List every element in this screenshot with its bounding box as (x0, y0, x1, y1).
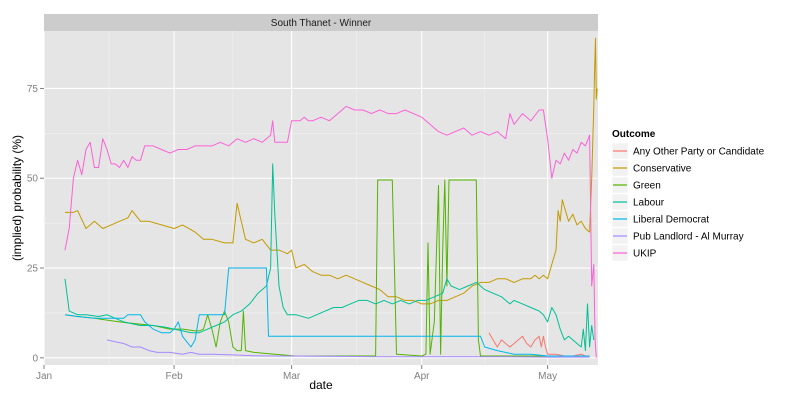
y-tick-label: 0 (32, 353, 38, 364)
x-tick-label: Jan (36, 371, 52, 382)
facet-strip (44, 14, 598, 31)
series-line-conservative (65, 37, 598, 305)
legend-label: Green (633, 181, 661, 192)
x-axis: Jan Feb Mar Apr May (36, 365, 557, 382)
series-line-pub-landlord-al-murray (106, 339, 590, 358)
y-tick-label: 75 (27, 84, 39, 95)
y-tick-label: 25 (27, 264, 39, 275)
legend-label: UKIP (633, 249, 657, 260)
x-axis-label: date (309, 378, 333, 392)
series-line-liberal-democrat (64, 267, 590, 357)
x-tick-label: Mar (283, 371, 301, 382)
legend-label: Conservative (633, 164, 692, 175)
y-axis-label: (implied) probability (%) (10, 135, 24, 261)
legend-label: Pub Landlord - Al Murray (633, 232, 744, 243)
series-line-ukip (64, 105, 597, 358)
legend-label: Liberal Democrat (633, 215, 709, 226)
legend: Outcome Any Other Party or Candidate Cons… (611, 129, 765, 262)
legend-label: Labour (633, 198, 665, 209)
legend-title: Outcome (612, 129, 656, 140)
series-lines (64, 37, 598, 358)
x-tick-label: Apr (414, 371, 430, 382)
series-line-any-other-party-or-candidate (488, 332, 586, 357)
legend-label: Any Other Party or Candidate (633, 147, 765, 158)
facet-title: South Thanet - Winner (271, 18, 372, 29)
x-tick-label: May (538, 371, 557, 382)
y-axis: 0 25 50 75 (27, 84, 44, 364)
panel-background (44, 31, 598, 365)
x-tick-label: Feb (165, 371, 183, 382)
y-tick-label: 50 (27, 174, 39, 185)
